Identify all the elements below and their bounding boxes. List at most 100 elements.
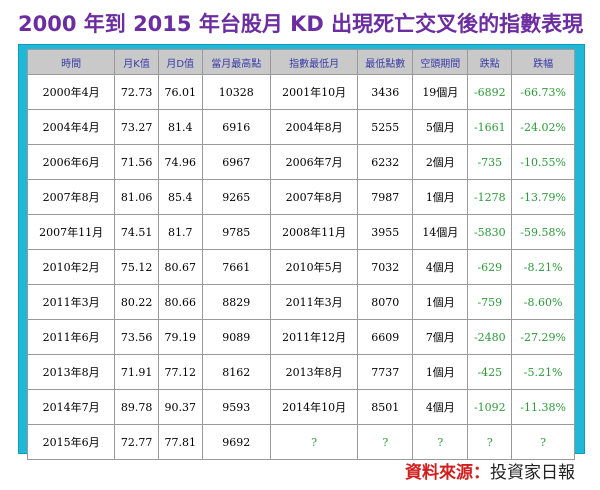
cell-col-drop-points: -1661: [467, 109, 513, 145]
header-col-low-points: 最低點數: [357, 49, 414, 75]
cell-col-drop-pct: -11.38%: [511, 389, 575, 425]
cell-col-time: 2006年6月: [26, 144, 116, 180]
cell-col-bear-period: 19個月: [412, 74, 469, 110]
cell-col-month-d: 85.4: [157, 179, 203, 215]
cell-col-drop-points: ?: [467, 424, 513, 460]
source-value: 投資家日報: [490, 463, 575, 483]
table-header-row: 時間 月K值 月D值 當月最高點 指數最低月 最低點數 空頭期間 跌點 跌幅: [26, 49, 575, 75]
cell-col-bear-period: 1個月: [412, 179, 469, 215]
cell-col-low-month: 2011年3月: [269, 284, 359, 320]
cell-col-month-k: 75.12: [114, 249, 159, 285]
cell-col-bear-period: 7個月: [412, 319, 469, 355]
cell-col-drop-pct: -8.21%: [511, 249, 575, 285]
cell-col-low-month: 2014年10月: [269, 389, 359, 425]
cell-col-bear-period: 14個月: [412, 214, 469, 250]
cell-col-low-month: 2007年8月: [269, 179, 359, 215]
table-row: 2000年4月 72.73 76.01 10328 2001年10月 3436 19個月 -6…: [26, 74, 575, 110]
cell-col-month-k: 74.51: [114, 214, 159, 250]
cell-col-drop-pct: -13.79%: [511, 179, 575, 215]
table-row: 2004年4月 73.27 81.4 6916 2004年8月 5255 5個月 -1661-…: [26, 109, 575, 145]
cell-col-low-month: 2011年12月: [269, 319, 359, 355]
cell-col-drop-points: -735: [467, 144, 513, 180]
cell-col-drop-points: -1092: [467, 389, 513, 425]
cell-col-drop-pct: -10.55%: [511, 144, 575, 180]
cell-col-month-k: 73.56: [114, 319, 159, 355]
cell-col-drop-pct: ?: [511, 424, 575, 460]
cell-col-time: 2013年8月: [26, 354, 116, 390]
cell-col-month-high: 8829: [201, 284, 271, 320]
cell-col-low-month: 2004年8月: [269, 109, 359, 145]
cell-col-drop-pct: -5.21%: [511, 354, 575, 390]
cell-col-low-points: 5255: [357, 109, 414, 145]
cell-col-time: 2014年7月: [26, 389, 116, 425]
data-table: 時間 月K值 月D值 當月最高點 指數最低月 最低點數 空頭期間 跌點 跌幅 2000年4月 72…: [26, 49, 575, 460]
cell-col-month-k: 71.56: [114, 144, 159, 180]
cell-col-month-high: 9785: [201, 214, 271, 250]
cell-col-month-high: 8162: [201, 354, 271, 390]
cell-col-low-points: 7737: [357, 354, 414, 390]
cell-col-time: 2004年4月: [26, 109, 116, 145]
cell-col-time: 2015年6月: [26, 424, 116, 460]
cell-col-drop-pct: -59.58%: [511, 214, 575, 250]
cell-col-drop-points: -2480: [467, 319, 513, 355]
cell-col-month-high: 9089: [201, 319, 271, 355]
cell-col-month-d: 76.01: [157, 74, 203, 110]
cell-col-time: 2011年3月: [26, 284, 116, 320]
cell-col-low-points: 8501: [357, 389, 414, 425]
cell-col-month-d: 80.67: [157, 249, 203, 285]
cell-col-drop-points: -6892: [467, 74, 513, 110]
cell-col-drop-points: -1278: [467, 179, 513, 215]
cell-col-low-points: 8070: [357, 284, 414, 320]
cell-col-month-high: 9265: [201, 179, 271, 215]
cell-col-month-high: 9692: [201, 424, 271, 460]
cell-col-month-high: 9593: [201, 389, 271, 425]
cell-col-low-month: 2008年11月: [269, 214, 359, 250]
table-frame: 時間 月K值 月D值 當月最高點 指數最低月 最低點數 空頭期間 跌點 跌幅 2000年4月 72…: [18, 44, 585, 460]
table-row: 2006年6月 71.56 74.96 6967 2006年7月 6232 2個月 -735-…: [26, 144, 575, 180]
cell-col-drop-points: -5830: [467, 214, 513, 250]
cell-col-low-month: 2013年8月: [269, 354, 359, 390]
cell-col-month-d: 80.66: [157, 284, 203, 320]
source-label: 資料來源：: [405, 463, 490, 483]
cell-col-low-points: 3436: [357, 74, 414, 110]
table-row: 2010年2月 75.12 80.67 7661 2010年5月 7032 4個月 -629-…: [26, 249, 575, 285]
table-row: 2007年11月 74.51 81.7 9785 2008年11月 3955 14個月 -58…: [26, 214, 575, 250]
cell-col-month-k: 71.91: [114, 354, 159, 390]
source-note: 資料來源：投資家日報: [405, 458, 575, 483]
cell-col-month-k: 81.06: [114, 179, 159, 215]
cell-col-low-points: 7032: [357, 249, 414, 285]
header-col-month-d: 月D值: [157, 49, 203, 75]
header-col-drop-pct: 跌幅: [511, 49, 575, 75]
cell-col-month-k: 72.73: [114, 74, 159, 110]
cell-col-month-d: 79.19: [157, 319, 203, 355]
header-col-time: 時間: [26, 49, 116, 75]
cell-col-month-d: 81.4: [157, 109, 203, 145]
cell-col-bear-period: 1個月: [412, 284, 469, 320]
cell-col-bear-period: 4個月: [412, 389, 469, 425]
cell-col-drop-pct: -24.02%: [511, 109, 575, 145]
cell-col-month-k: 72.77: [114, 424, 159, 460]
cell-col-drop-points: -425: [467, 354, 513, 390]
cell-col-drop-points: -759: [467, 284, 513, 320]
cell-col-bear-period: ?: [412, 424, 469, 460]
cell-col-time: 2010年2月: [26, 249, 116, 285]
table-body: 2000年4月 72.73 76.01 10328 2001年10月 3436 19個月 -6…: [26, 74, 575, 460]
cell-col-month-d: 74.96: [157, 144, 203, 180]
cell-col-bear-period: 1個月: [412, 354, 469, 390]
header-col-low-month: 指數最低月: [269, 49, 359, 75]
cell-col-month-high: 7661: [201, 249, 271, 285]
header-col-drop-points: 跌點: [467, 49, 513, 75]
page-title: 2000 年到 2015 年台股月 KD 出現死亡交叉後的指數表現: [18, 12, 584, 36]
cell-col-low-points: 7987: [357, 179, 414, 215]
cell-col-low-month: 2010年5月: [269, 249, 359, 285]
header-col-month-k: 月K值: [114, 49, 159, 75]
table-row: 2011年6月 73.56 79.19 9089 2011年12月 6609 7個月 -248…: [26, 319, 575, 355]
cell-col-low-month: 2001年10月: [269, 74, 359, 110]
cell-col-month-high: 6916: [201, 109, 271, 145]
cell-col-month-k: 89.78: [114, 389, 159, 425]
cell-col-bear-period: 4個月: [412, 249, 469, 285]
cell-col-low-month: ?: [269, 424, 359, 460]
table-row: 2011年3月 80.22 80.66 8829 2011年3月 8070 1個月 -759-…: [26, 284, 575, 320]
cell-col-month-d: 77.12: [157, 354, 203, 390]
cell-col-drop-points: -629: [467, 249, 513, 285]
